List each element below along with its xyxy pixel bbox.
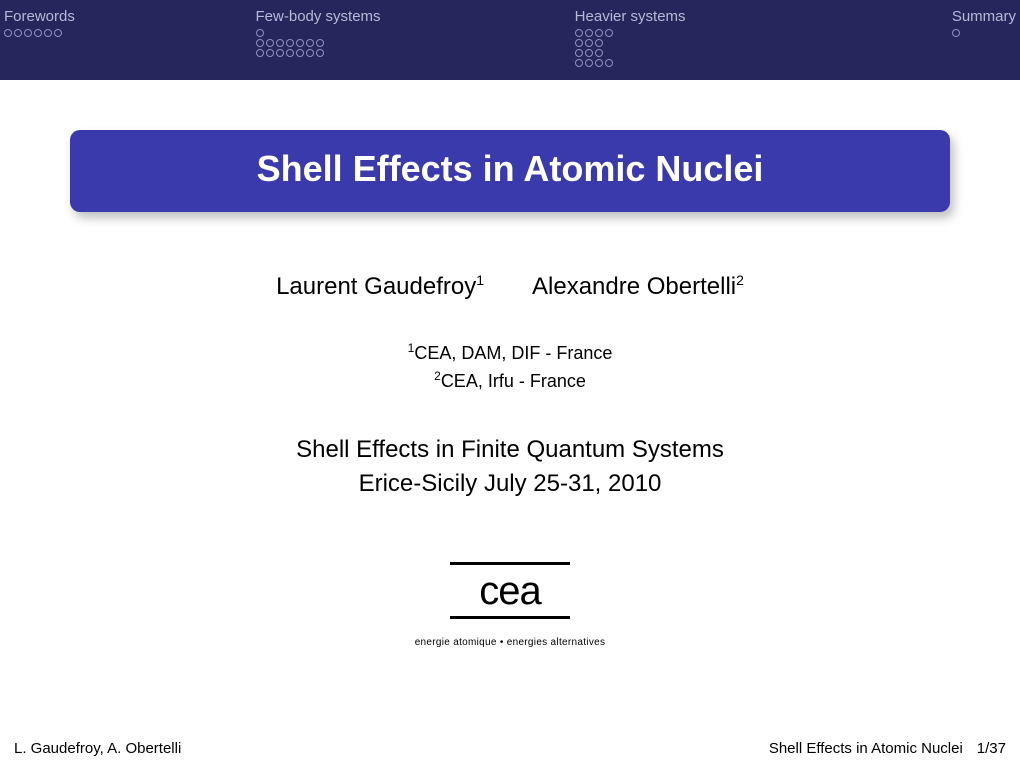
nav-dots-row <box>575 39 944 47</box>
nav-dot[interactable] <box>276 49 284 57</box>
conference-line2: Erice-Sicily July 25-31, 2010 <box>0 467 1020 501</box>
nav-dots-row <box>256 49 567 57</box>
nav-label: Forewords <box>4 8 248 25</box>
nav-dot[interactable] <box>34 29 42 37</box>
nav-dot[interactable] <box>256 39 264 47</box>
footer-title: Shell Effects in Atomic Nuclei <box>769 740 963 757</box>
nav-dot[interactable] <box>276 39 284 47</box>
nav-dot[interactable] <box>286 39 294 47</box>
authors-line: Laurent Gaudefroy1 Alexandre Obertelli2 <box>0 272 1020 301</box>
footer-right: Shell Effects in Atomic Nuclei 1/37 <box>769 740 1006 757</box>
nav-dot[interactable] <box>575 29 583 37</box>
nav-label: Summary <box>952 8 1016 25</box>
nav-dot[interactable] <box>952 29 960 37</box>
nav-dots-row <box>4 29 248 37</box>
nav-dots-row <box>952 29 1016 37</box>
nav-dot[interactable] <box>595 29 603 37</box>
conference-line1: Shell Effects in Finite Quantum Systems <box>0 433 1020 467</box>
nav-dot[interactable] <box>306 39 314 47</box>
footer: L. Gaudefroy, A. Obertelli Shell Effects… <box>0 740 1020 757</box>
nav-dot[interactable] <box>575 59 583 67</box>
nav-dot[interactable] <box>585 59 593 67</box>
affiliation: 1CEA, DAM, DIF - France <box>0 339 1020 367</box>
nav-dot[interactable] <box>585 29 593 37</box>
affiliations: 1CEA, DAM, DIF - France2CEA, Irfu - Fran… <box>0 339 1020 395</box>
logo-tagline: energie atomique • energies alternatives <box>415 637 606 648</box>
logo-bar-bottom <box>450 616 570 619</box>
logo-wrap: cea energie atomique • energies alternat… <box>0 552 1020 648</box>
nav-dots-row <box>256 29 567 37</box>
affiliation: 2CEA, Irfu - France <box>0 367 1020 395</box>
nav-section[interactable]: Forewords <box>0 0 252 80</box>
nav-dot[interactable] <box>575 39 583 47</box>
cea-logo: cea energie atomique • energies alternat… <box>415 562 606 648</box>
nav-dots-row <box>256 39 567 47</box>
nav-section[interactable]: Summary <box>948 0 1020 80</box>
nav-dot[interactable] <box>296 49 304 57</box>
nav-dot[interactable] <box>585 49 593 57</box>
nav-dot[interactable] <box>595 49 603 57</box>
nav-section[interactable]: Heavier systems <box>571 0 948 80</box>
nav-dot[interactable] <box>605 29 613 37</box>
nav-dot[interactable] <box>44 29 52 37</box>
footer-left: L. Gaudefroy, A. Obertelli <box>14 740 181 757</box>
nav-dot[interactable] <box>306 49 314 57</box>
nav-dot[interactable] <box>286 49 294 57</box>
nav-label: Few-body systems <box>256 8 567 25</box>
nav-dot[interactable] <box>256 29 264 37</box>
nav-dots-row <box>575 29 944 37</box>
nav-bar: Forewords Few-body systems Heavier systems… <box>0 0 1020 80</box>
nav-dot[interactable] <box>24 29 32 37</box>
page-number: 1/37 <box>977 740 1006 757</box>
nav-dot[interactable] <box>266 39 274 47</box>
nav-dot[interactable] <box>605 59 613 67</box>
nav-dot[interactable] <box>585 39 593 47</box>
conference-info: Shell Effects in Finite Quantum Systems … <box>0 433 1020 500</box>
nav-dot[interactable] <box>575 49 583 57</box>
nav-dot[interactable] <box>296 39 304 47</box>
author: Laurent Gaudefroy1 <box>276 273 484 300</box>
nav-dot[interactable] <box>266 49 274 57</box>
nav-dot[interactable] <box>316 49 324 57</box>
slide-title: Shell Effects in Atomic Nuclei <box>70 130 950 212</box>
nav-dot[interactable] <box>595 59 603 67</box>
nav-dot[interactable] <box>54 29 62 37</box>
nav-section[interactable]: Few-body systems <box>252 0 571 80</box>
nav-dot[interactable] <box>4 29 12 37</box>
logo-word: cea <box>479 565 541 616</box>
author: Alexandre Obertelli2 <box>532 273 744 300</box>
nav-dot[interactable] <box>316 39 324 47</box>
nav-label: Heavier systems <box>575 8 944 25</box>
nav-dots-row <box>575 49 944 57</box>
nav-dot[interactable] <box>595 39 603 47</box>
nav-dot[interactable] <box>256 49 264 57</box>
nav-dots-row <box>575 59 944 67</box>
nav-dot[interactable] <box>14 29 22 37</box>
